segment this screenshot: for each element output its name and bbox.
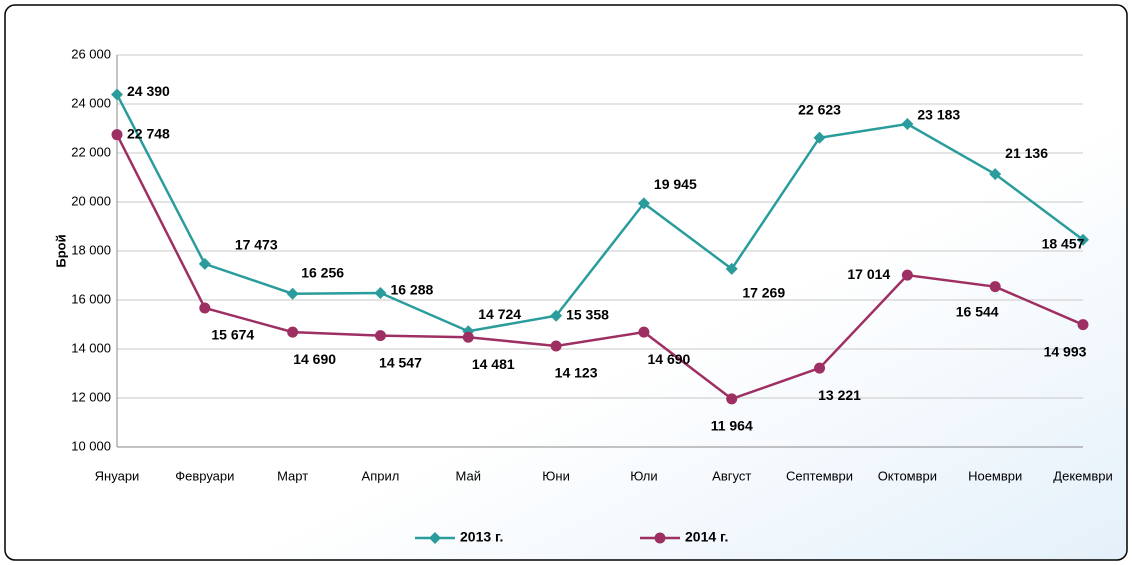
data-label: 11 964	[711, 418, 753, 434]
y-tick-label: 16 000	[71, 291, 111, 306]
x-tick-label: Септември	[786, 468, 853, 483]
marker	[374, 330, 386, 342]
data-label: 14 690	[293, 351, 336, 367]
marker	[726, 393, 738, 405]
data-label: 17 473	[235, 237, 278, 253]
data-label: 14 481	[472, 356, 515, 372]
x-tick-label: Юли	[630, 468, 657, 483]
x-tick-label: Декември	[1053, 468, 1112, 483]
marker	[286, 287, 299, 300]
marker	[901, 118, 914, 131]
data-label: 22 623	[798, 101, 841, 117]
x-tick-label: Януари	[95, 468, 140, 483]
marker	[637, 197, 650, 210]
legend-marker	[429, 532, 441, 544]
marker	[374, 286, 387, 299]
data-label: 21 136	[1005, 145, 1048, 161]
legend-label: 2013 г.	[460, 529, 503, 545]
data-label: 23 183	[917, 107, 960, 123]
x-tick-label: Февруари	[175, 468, 234, 483]
data-label: 17 014	[847, 266, 890, 282]
data-label: 13 221	[818, 387, 861, 403]
y-tick-label: 12 000	[71, 389, 111, 404]
data-label: 24 390	[127, 83, 170, 99]
series-line	[115, 93, 1084, 333]
data-label: 15 674	[211, 327, 254, 343]
legend-label: 2014 г.	[685, 529, 728, 545]
marker	[550, 309, 563, 322]
data-label: 19 945	[654, 176, 697, 192]
data-label: 18 457	[1042, 236, 1085, 252]
marker	[814, 362, 826, 374]
data-label: 14 547	[379, 354, 422, 370]
series-line	[115, 134, 1084, 401]
marker	[638, 326, 650, 338]
marker	[550, 340, 562, 352]
x-tick-label: Юни	[542, 468, 570, 483]
data-label: 14 993	[1044, 343, 1087, 359]
marker	[1077, 233, 1089, 246]
data-label: 14 690	[647, 351, 690, 367]
y-axis-label: Брой	[53, 234, 68, 267]
chart-frame	[4, 4, 1128, 561]
marker	[725, 262, 738, 275]
marker	[111, 129, 123, 141]
data-label: 22 748	[127, 125, 170, 141]
x-tick-label: Май	[456, 468, 481, 483]
y-tick-label: 26 000	[71, 46, 111, 61]
x-tick-label: Април	[362, 468, 400, 483]
data-label: 16 288	[390, 282, 433, 298]
marker	[199, 302, 211, 314]
data-label: 15 358	[566, 306, 609, 322]
y-tick-label: 24 000	[71, 95, 111, 110]
legend-marker	[654, 532, 666, 544]
y-tick-label: 10 000	[71, 438, 111, 453]
marker	[901, 269, 913, 281]
marker	[287, 326, 299, 338]
x-tick-label: Март	[277, 468, 308, 483]
marker	[111, 88, 123, 101]
data-label: 17 269	[742, 285, 785, 301]
x-tick-label: Октомври	[878, 468, 937, 483]
data-label: 14 123	[555, 365, 598, 381]
y-tick-label: 20 000	[71, 193, 111, 208]
x-tick-label: Август	[712, 468, 751, 483]
x-tick-label: Ноември	[968, 468, 1022, 483]
marker	[198, 257, 211, 270]
marker	[462, 331, 474, 343]
marker	[989, 281, 1001, 293]
y-tick-label: 14 000	[71, 340, 111, 355]
y-tick-label: 18 000	[71, 242, 111, 257]
data-label: 16 256	[301, 264, 344, 280]
marker	[1077, 319, 1089, 331]
data-label: 16 544	[956, 303, 999, 319]
data-label: 14 724	[478, 306, 521, 322]
marker	[813, 131, 826, 144]
marker	[989, 168, 1002, 181]
y-tick-label: 22 000	[71, 144, 111, 159]
